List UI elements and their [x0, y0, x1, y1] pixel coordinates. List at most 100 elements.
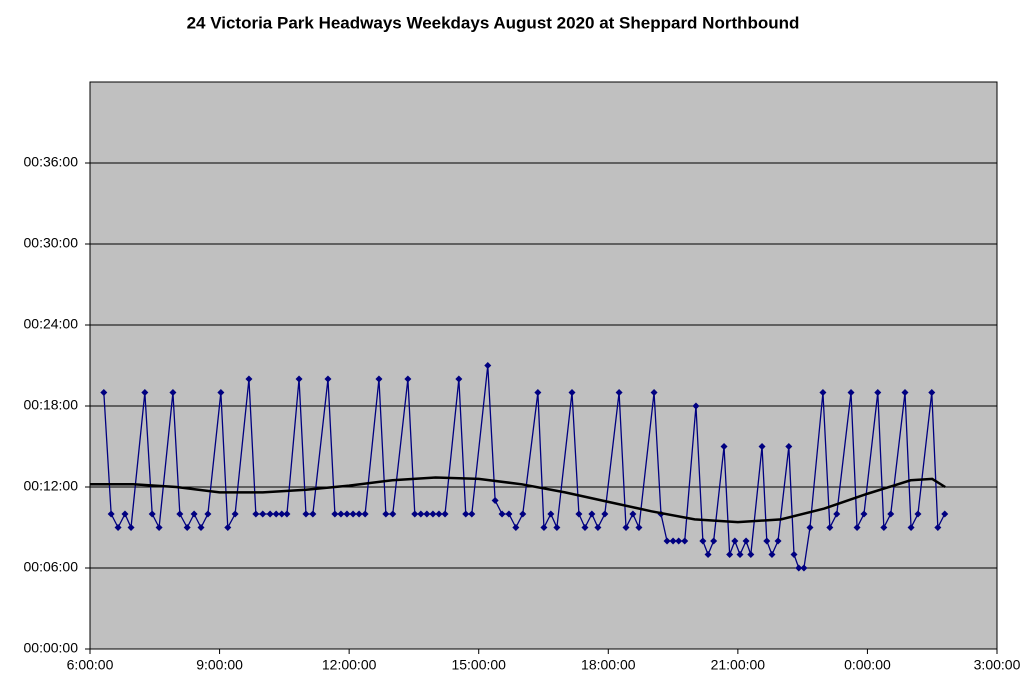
data-point [429, 510, 437, 518]
data-point [720, 443, 728, 450]
data-point [928, 389, 936, 396]
data-point [699, 537, 707, 545]
y-tick-label: 00:18:00 [24, 397, 79, 413]
data-point [675, 537, 683, 545]
data-point [343, 510, 351, 518]
data-point [331, 510, 339, 518]
x-tick-label: 18:00:00 [581, 657, 636, 673]
data-point [710, 537, 718, 545]
data-point [435, 510, 443, 518]
data-point [901, 389, 909, 396]
data-point [747, 551, 755, 558]
data-point [245, 375, 253, 383]
data-point [826, 524, 834, 531]
data-point [278, 510, 286, 518]
data-point [635, 524, 643, 531]
data-point [169, 389, 177, 396]
data-point [349, 510, 357, 518]
data-point [224, 524, 232, 531]
data-point [615, 389, 623, 396]
data-point [874, 389, 882, 396]
data-point [217, 389, 225, 396]
data-point [462, 510, 470, 518]
data-point [806, 524, 814, 531]
data-point [880, 524, 888, 531]
x-tick-label: 12:00:00 [322, 657, 377, 673]
data-point [417, 510, 425, 518]
y-tick-label: 00:30:00 [24, 235, 79, 251]
x-tick-label: 6:00:00 [67, 657, 114, 673]
data-point [819, 389, 827, 396]
data-point [540, 524, 548, 531]
data-point [375, 375, 383, 383]
data-point [742, 537, 750, 545]
y-tick-label: 00:12:00 [24, 478, 79, 494]
data-point [309, 510, 317, 518]
data-point [114, 524, 122, 531]
data-point [663, 537, 671, 545]
data-point [731, 537, 739, 545]
data-point [231, 510, 239, 518]
data-point [519, 510, 527, 518]
data-point [601, 510, 609, 518]
data-point [176, 510, 184, 518]
data-point [669, 537, 677, 545]
data-point [726, 551, 734, 558]
data-point [155, 524, 163, 531]
data-point [704, 551, 712, 558]
data-point [491, 497, 499, 504]
data-point [183, 524, 191, 531]
data-point [441, 510, 449, 518]
data-point [468, 510, 476, 518]
data-point [758, 443, 766, 450]
data-point [588, 510, 596, 518]
data-point [404, 375, 412, 383]
data-point [411, 510, 419, 518]
data-point [197, 524, 205, 531]
data-point [692, 402, 700, 410]
data-point [498, 510, 506, 518]
data-point [259, 510, 267, 518]
data-point [853, 524, 861, 531]
plot-area [90, 82, 997, 649]
x-tick-label: 3:00:00 [974, 657, 1021, 673]
data-point [785, 443, 793, 450]
data-point [382, 510, 390, 518]
data-point [622, 524, 630, 531]
data-point [423, 510, 431, 518]
data-point [455, 375, 463, 383]
data-point [361, 510, 369, 518]
data-point [121, 510, 129, 518]
data-point [337, 510, 345, 518]
data-point [575, 510, 583, 518]
y-tick-label: 00:06:00 [24, 559, 79, 575]
data-point [650, 389, 658, 396]
plot-border [89, 81, 998, 650]
data-point [190, 510, 198, 518]
data-point [800, 564, 808, 572]
data-point [907, 524, 915, 531]
data-point [768, 551, 776, 558]
data-point [266, 510, 274, 518]
data-point [355, 510, 363, 518]
x-tick-label: 21:00:00 [711, 657, 766, 673]
data-point [127, 524, 135, 531]
data-point [941, 510, 949, 518]
data-point [505, 510, 513, 518]
data-point [547, 510, 555, 518]
data-point [484, 362, 492, 369]
y-tick-label: 00:36:00 [24, 154, 79, 170]
y-tick-label: 00:24:00 [24, 316, 79, 332]
data-point [252, 510, 260, 518]
data-point [847, 389, 855, 396]
data-point [302, 510, 310, 518]
data-point [887, 510, 895, 518]
x-tick-label: 0:00:00 [844, 657, 891, 673]
data-point [790, 551, 798, 558]
chart-title: 24 Victoria Park Headways Weekdays Augus… [187, 13, 800, 32]
data-point [736, 551, 744, 558]
data-point [594, 524, 602, 531]
data-point [295, 375, 303, 383]
